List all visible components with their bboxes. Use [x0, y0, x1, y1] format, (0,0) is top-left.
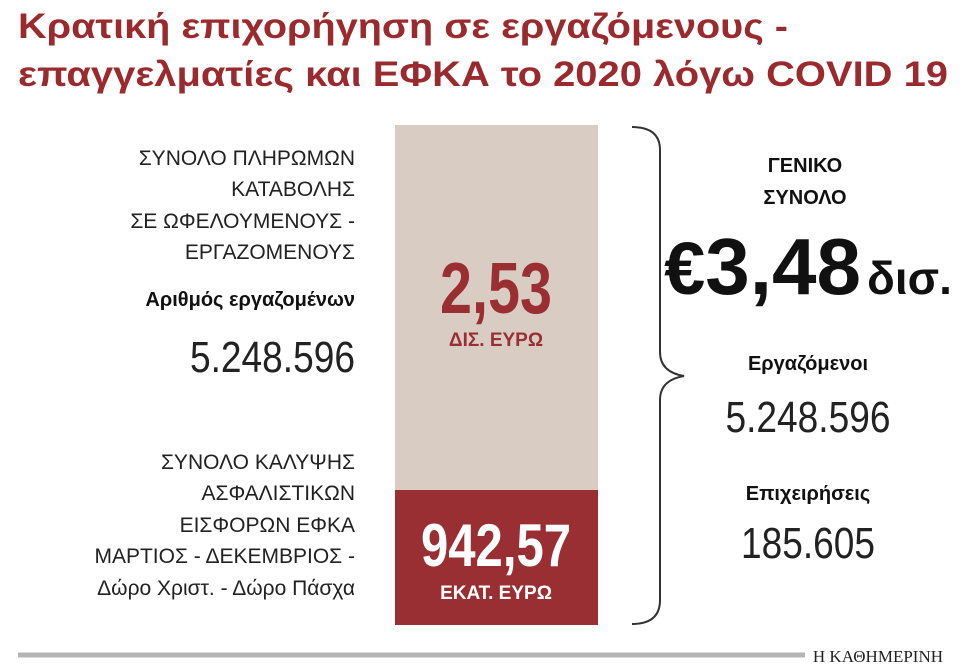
label: ΚΑΤΑΒΟΛΗΣ: [231, 178, 355, 201]
number: 5.248.596: [190, 333, 355, 382]
title: επαγγελματίες και ΕΦΚΑ το 2020 λόγω COVI…: [18, 55, 948, 94]
label: ΣΥΝΟΛΟ: [763, 187, 846, 209]
footer: Η ΚΑΘΗΜΕΡΙΝΗ: [813, 647, 943, 666]
label: ΣΕ ΩΦΕΛΟΥΜΕΝΟΥΣ -: [130, 210, 355, 233]
label: ΜΑΡΤΙΟΣ - ΔΕΚΕΜΒΡΙΟΣ -: [94, 545, 355, 568]
label: ΕΡΓΑΖΟΜΕΝΟΥΣ: [185, 241, 355, 264]
title: Κρατική επιχορήγηση σε εργαζόμενους -: [18, 7, 788, 46]
number: 3,48: [705, 222, 861, 311]
brace: [631, 126, 685, 625]
label: ΓΕΝΙΚΟ: [768, 155, 842, 177]
unit: δισ.: [867, 252, 952, 304]
amount: 942,57: [421, 512, 571, 579]
total: €3,48 δισ.: [664, 222, 952, 311]
amount: 2,53: [440, 249, 552, 329]
label: Εργαζόμενοι: [748, 353, 868, 375]
label: ΣΥΝΟΛΟ ΠΛΗΡΩΜΩΝ: [139, 147, 355, 170]
unit: ΔΙΣ. ΕΥΡΩ: [449, 330, 543, 351]
label: ΕΙΣΦΟΡΩΝ ΕΦΚΑ: [180, 514, 355, 537]
bar-top: [395, 125, 598, 490]
number: 185.605: [741, 519, 875, 568]
number: 5.248.596: [726, 393, 891, 442]
label: Δώρο Χριστ. - Δώρο Πάσχα: [97, 577, 355, 600]
label: Αριθμός εργαζομένων: [145, 289, 355, 311]
label: ΣΥΝΟΛΟ ΚΑΛΥΨΗΣ: [161, 451, 355, 474]
unit: ΕΚΑΤ. ΕΥΡΩ: [440, 583, 552, 604]
label: Επιχειρήσεις: [746, 483, 871, 505]
currency: €: [664, 227, 705, 310]
bar-bottom: [395, 490, 598, 625]
label: ΑΣΦΑΛΙΣΤΙΚΩΝ: [201, 482, 355, 505]
